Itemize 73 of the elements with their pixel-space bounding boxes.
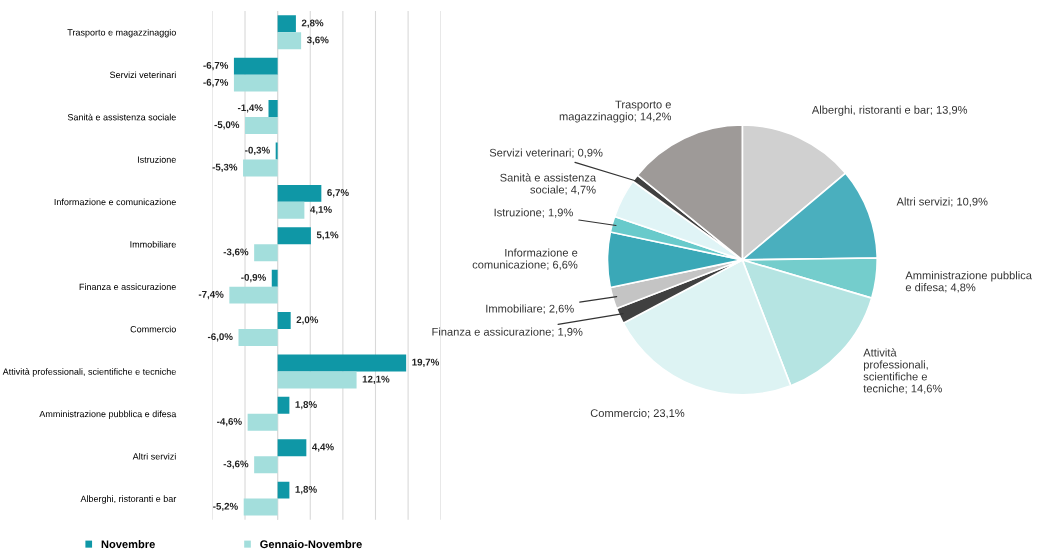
legend-label: Novembre [101, 540, 155, 549]
data-label: 2,8% [301, 19, 324, 28]
slice-label: Immobiliare; 2,6% [486, 304, 574, 314]
slice-label: Servizi veterinari; 0,9% [489, 148, 603, 158]
data-label: 4,1% [310, 206, 332, 215]
y-tick-label: Alberghi, ristoranti e bar [80, 495, 177, 504]
data-label: -3,6% [223, 460, 249, 469]
data-label: -6,7% [203, 78, 229, 88]
data-label: -5,0% [214, 121, 240, 130]
data-label: -1,4% [237, 104, 263, 113]
bar [277, 396, 290, 414]
data-label: -4,6% [217, 418, 242, 427]
y-tick-label: Trasporto e magazzinaggio [67, 28, 176, 38]
bar [277, 312, 291, 330]
y-tick-label: Sanità e assistenza sociale [67, 113, 176, 121]
bar [238, 329, 278, 346]
data-label: 2,0% [296, 316, 319, 325]
slice-label: Sanità e assistenza sociale; 4,7% [500, 173, 597, 195]
bar [277, 184, 322, 202]
bar [277, 354, 407, 372]
data-label: 6,7% [327, 189, 349, 198]
data-label: 4,4% [312, 443, 334, 452]
slice-label: Altri servizi; 10,9% [896, 197, 988, 207]
data-label: 19,7% [412, 358, 440, 367]
bar [277, 227, 311, 245]
y-tick-label: Servizi veterinari [109, 71, 176, 79]
y-tick-label: Commercio [130, 325, 176, 333]
bar [271, 269, 278, 287]
slice-label: Informazione e comunicazione; 6,6% [472, 248, 578, 270]
y-tick-label: Attività professionali, scientifiche e tecniche [2, 368, 176, 377]
data-label: -6,0% [207, 333, 233, 342]
slice-label: Attività professionali, scientifiche e tecniche; 14,6% [863, 348, 942, 394]
y-tick-label: Amministrazione pubblica e difesa [39, 410, 177, 419]
bar [277, 201, 305, 219]
data-label: -7,4% [198, 290, 224, 300]
bar [277, 371, 357, 389]
bar [243, 498, 278, 516]
data-label: 5,1% [316, 231, 339, 240]
data-label: -3,6% [223, 248, 249, 257]
bar [229, 286, 278, 304]
slice-label: Amministrazione pubblica e difesa; 4,8% [905, 271, 1032, 293]
data-label: -6,7% [203, 61, 229, 71]
bar [245, 117, 278, 135]
data-label: -0,9% [241, 273, 266, 283]
bar [277, 439, 307, 457]
bar [254, 456, 278, 474]
bar [277, 481, 290, 499]
bar [268, 100, 278, 118]
data-label: -5,3% [212, 163, 238, 172]
slice-label: Trasporto e magazzinaggio; 14,2% [559, 100, 672, 123]
data-label: -0,3% [245, 146, 270, 155]
bar [277, 15, 296, 33]
data-label: 1,8% [295, 485, 317, 495]
bar [277, 32, 302, 50]
slice-label: Commercio; 23,1% [590, 408, 685, 419]
bar [233, 57, 278, 75]
bar [233, 74, 278, 92]
y-tick-label: Informazione e comunicazione [54, 198, 176, 206]
legend-label: Gennaio-Novembre [260, 540, 362, 549]
bar [247, 413, 278, 431]
bar [243, 159, 278, 177]
y-tick-label: Finanza e assicurazione [79, 283, 176, 290]
bar [254, 244, 278, 262]
data-label: 1,8% [295, 401, 317, 410]
data-label: 3,6% [306, 36, 329, 45]
y-tick-label: Immobiliare [130, 240, 176, 248]
data-label: -5,2% [213, 502, 238, 512]
data-label: 12,1% [362, 375, 390, 384]
slice-label: Finanza e assicurazione; 1,9% [432, 327, 583, 338]
y-tick-label: Istruzione [137, 156, 176, 163]
y-tick-label: Altri servizi [132, 452, 176, 460]
slice-label: Istruzione; 1,9% [494, 208, 573, 218]
slice-label: Alberghi, ristoranti e bar; 13,9% [811, 105, 968, 116]
